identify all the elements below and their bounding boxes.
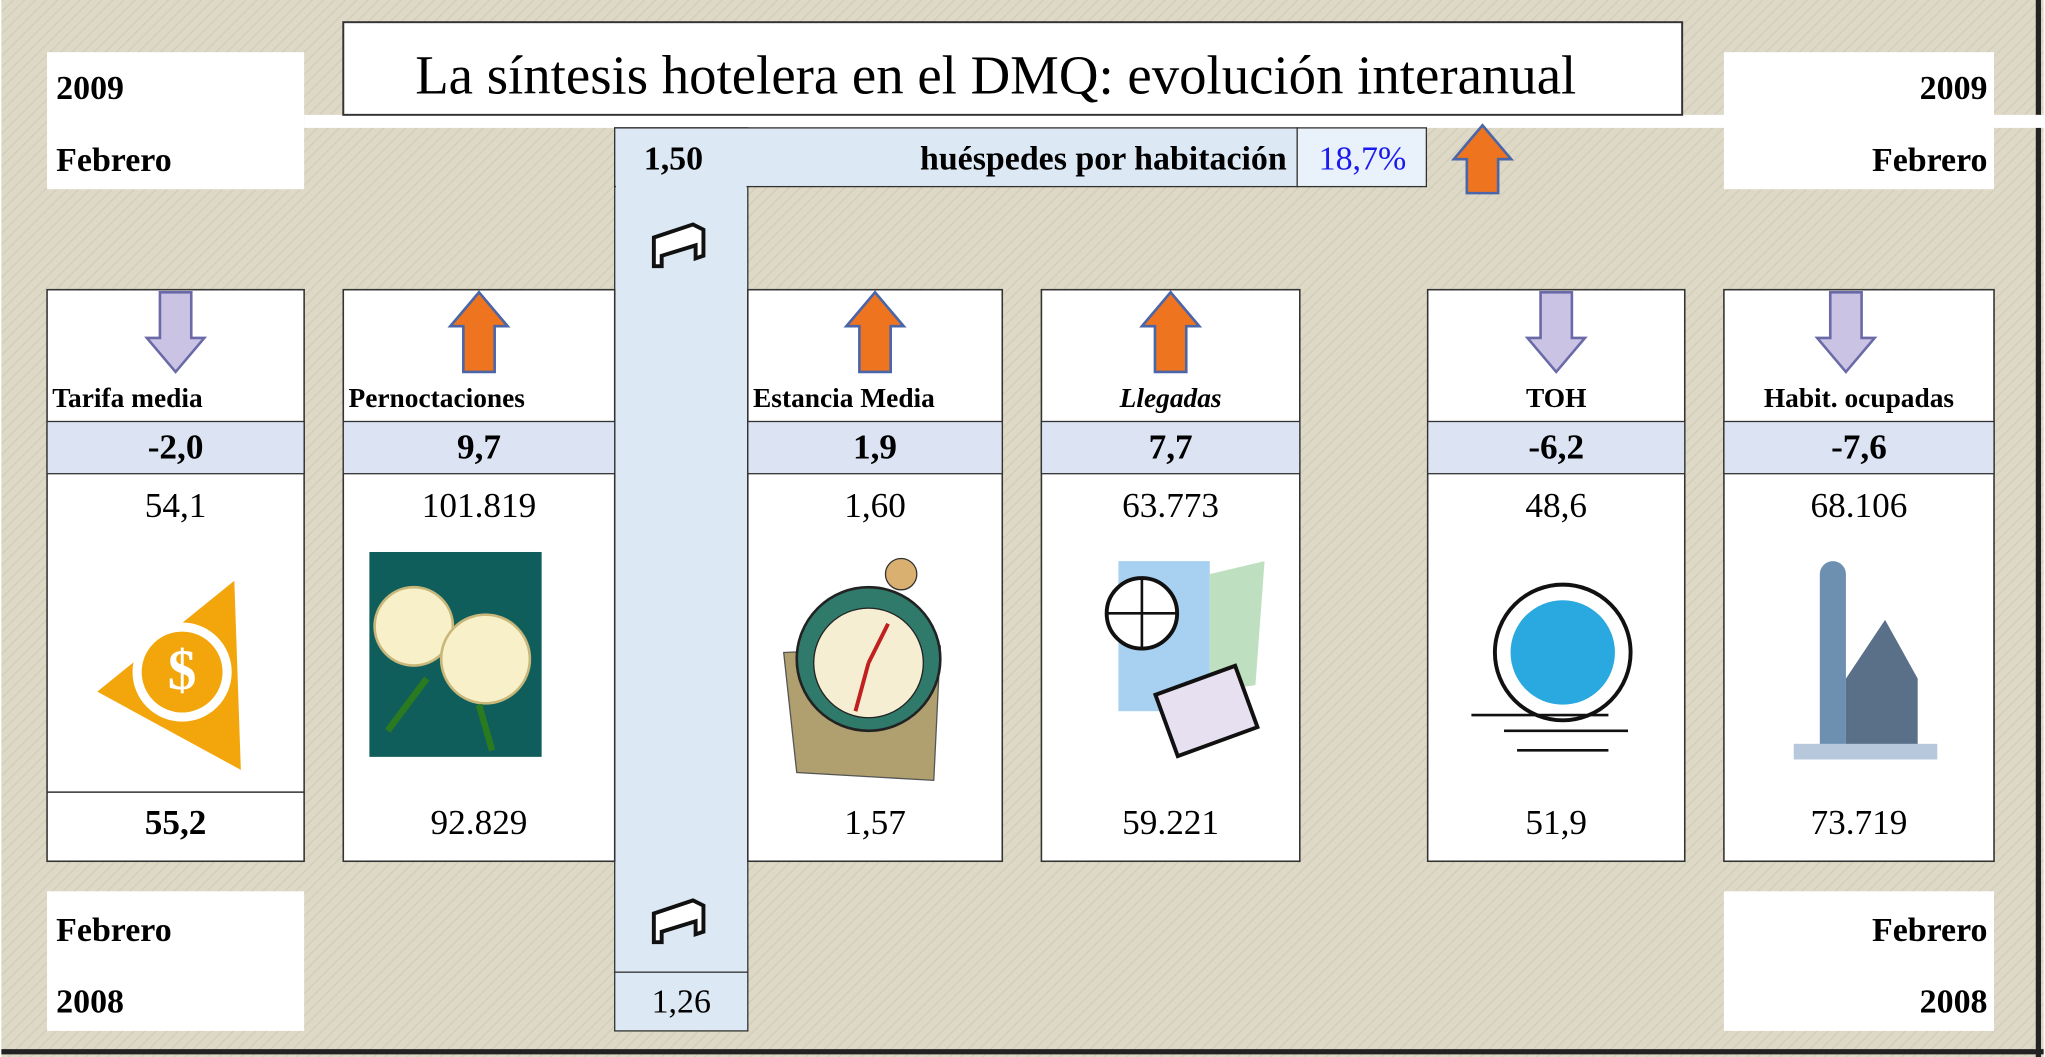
indicator-change: 1,9 (853, 427, 897, 466)
infographic: 2009 Febrero 2009 Febrero Febrero 2008 F… (0, 0, 2045, 1057)
icon-shape (1794, 744, 1938, 760)
year: 2008 (1920, 984, 1988, 1021)
indicator-card: TOH -6,2 48,6 51,9 (1428, 290, 1685, 862)
card (1724, 290, 1994, 862)
indicator-current: 68.106 (1811, 486, 1908, 525)
guests-previous: 1,26 (652, 984, 711, 1021)
indicator-previous: 51,9 (1525, 803, 1587, 842)
indicator-name: TOH (1526, 383, 1586, 413)
guests-change: 18,7% (1319, 141, 1407, 178)
guests-current: 1,50 (644, 141, 703, 178)
indicator-previous: 92.829 (431, 803, 528, 842)
indicator-change: -7,6 (1831, 427, 1887, 466)
indicator-previous: 59.221 (1122, 803, 1219, 842)
icon-shape (885, 559, 916, 590)
year: 2009 (1920, 70, 1988, 107)
icon-shape: $ (168, 639, 197, 702)
year: 2008 (56, 984, 124, 1021)
indicator-current: 54,1 (145, 486, 207, 525)
indicator-card: Estancia Media 1,9 1,60 1,57 (748, 290, 1002, 862)
title: La síntesis hotelera en el DMQ: evolució… (415, 44, 1576, 105)
indicator-change: 9,7 (457, 427, 501, 466)
indicator-name: Llegadas (1119, 383, 1222, 413)
icon-shape (1820, 561, 1846, 757)
indicator-card: Llegadas 7,7 63.773 59.221 (1041, 290, 1299, 862)
month: Febrero (1872, 142, 1988, 179)
indicator-previous: 73.719 (1811, 803, 1908, 842)
indicator-icon (369, 552, 541, 757)
month: Febrero (1872, 912, 1988, 949)
card (1428, 290, 1685, 862)
indicator-change: -6,2 (1528, 427, 1584, 466)
indicator-card: Pernoctaciones 9,7 101.819 92.829 (343, 290, 614, 862)
indicator-change: 7,7 (1149, 427, 1193, 466)
icon-shape (441, 615, 530, 704)
indicator-previous: 1,57 (844, 803, 906, 842)
indicator-name: Pernoctaciones (348, 383, 524, 413)
month: Febrero (56, 912, 171, 949)
indicator-current: 1,60 (844, 486, 906, 525)
indicator-card: Tarifa media -2,0 54,1 $55,2 (47, 290, 304, 862)
icon-shape (1511, 600, 1615, 704)
indicator-previous: 55,2 (145, 803, 207, 842)
indicator-current: 63.773 (1122, 486, 1219, 525)
indicator-name: Habit. ocupadas (1764, 383, 1954, 413)
guests-label: huéspedes por habitación (920, 141, 1287, 178)
month: Febrero (56, 142, 171, 179)
indicator-current: 48,6 (1525, 486, 1587, 525)
indicator-change: -2,0 (148, 427, 204, 466)
indicator-name: Tarifa media (52, 383, 203, 413)
card (47, 290, 304, 862)
indicator-name: Estancia Media (753, 383, 935, 413)
year: 2009 (56, 70, 124, 107)
indicator-current: 101.819 (422, 486, 536, 525)
indicator-card: Habit. ocupadas -7,6 68.106 73.719 (1724, 290, 1994, 862)
guests-column (615, 128, 748, 972)
page: 2009 Febrero 2009 Febrero Febrero 2008 F… (0, 0, 2045, 1057)
